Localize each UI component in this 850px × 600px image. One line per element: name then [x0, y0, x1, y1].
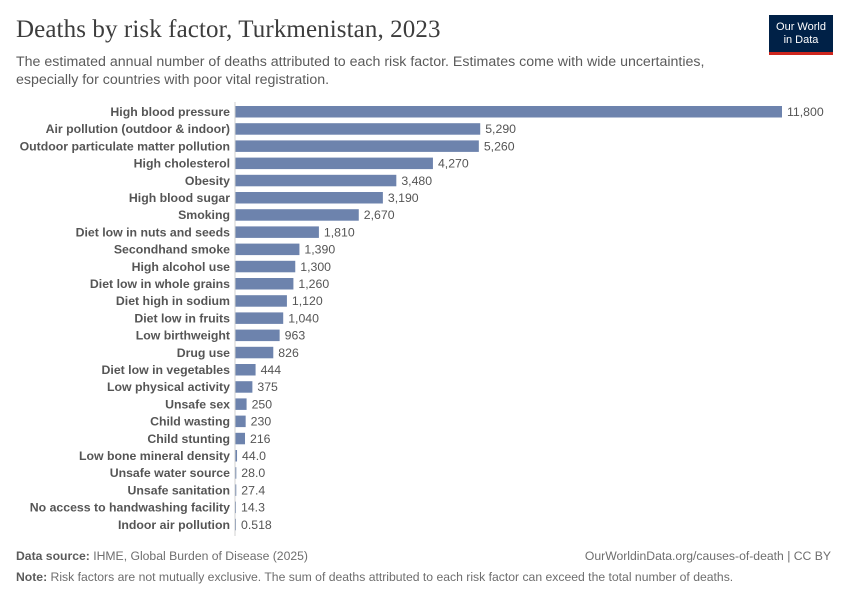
category-label: Diet high in sodium	[116, 294, 230, 308]
category-label: Secondhand smoke	[114, 243, 230, 257]
category-label: Obesity	[185, 174, 230, 188]
value-label: 44.0	[242, 449, 266, 463]
value-label: 1,260	[298, 277, 329, 291]
bar-smoking[interactable]	[235, 209, 359, 221]
value-label: 0.518	[241, 518, 272, 532]
logo-line-2: in Data	[783, 33, 819, 46]
chart-title: Deaths by risk factor, Turkmenistan, 202…	[16, 16, 441, 43]
bar-high-blood-sugar[interactable]	[235, 192, 383, 204]
bar-obesity[interactable]	[235, 174, 397, 187]
category-label: Low bone mineral density	[79, 449, 230, 463]
value-label: 3,480	[401, 174, 432, 188]
category-label: Diet low in whole grains	[90, 277, 230, 291]
bar-low-physical-activity[interactable]	[235, 381, 253, 393]
bar-secondhand-smoke[interactable]	[235, 243, 300, 256]
value-label: 27.4	[241, 483, 265, 497]
source-label: Data source:	[16, 549, 90, 563]
bar-high-blood-pressure[interactable]	[235, 106, 782, 118]
bar-diet-high-in-sodium[interactable]	[235, 295, 287, 307]
category-label: High cholesterol	[134, 157, 230, 171]
category-label: Child stunting	[147, 432, 230, 446]
category-label: Outdoor particulate matter pollution	[20, 139, 230, 153]
bar-diet-low-in-nuts-and-seeds[interactable]	[235, 226, 319, 238]
value-label: 963	[285, 329, 306, 343]
owid-logo[interactable]: Our World in Data	[769, 15, 833, 55]
value-label: 14.3	[241, 501, 265, 515]
value-label: 5,260	[484, 139, 515, 153]
bar-high-alcohol-use[interactable]	[235, 260, 296, 273]
value-label: 3,190	[388, 191, 419, 205]
value-label: 1,390	[304, 243, 335, 257]
value-label: 1,300	[300, 260, 331, 274]
bar-diet-low-in-whole-grains[interactable]	[235, 278, 294, 290]
value-label: 1,120	[292, 294, 323, 308]
category-label: Unsafe sex	[165, 397, 230, 411]
category-label: Diet low in nuts and seeds	[76, 225, 231, 239]
bar-child-stunting[interactable]	[235, 432, 246, 445]
bar-low-bone-mineral-density[interactable]	[235, 450, 238, 462]
category-label: Diet low in fruits	[134, 311, 230, 325]
bar-drug-use[interactable]	[235, 346, 274, 359]
category-label: Low physical activity	[107, 380, 230, 394]
chart-subtitle: The estimated annual number of deaths at…	[16, 54, 705, 88]
bar-unsafe-sanitation[interactable]	[235, 484, 237, 496]
bar-air-pollution-outdoor-indoor[interactable]	[235, 123, 481, 135]
category-label: Child wasting	[150, 415, 230, 429]
value-label: 216	[250, 432, 271, 446]
value-label: 4,270	[438, 157, 469, 171]
value-label: 826	[278, 346, 299, 360]
value-label: 28.0	[241, 466, 265, 480]
note-text: Risk factors are not mutually exclusive.…	[50, 570, 734, 584]
bar-child-wasting[interactable]	[235, 415, 246, 428]
value-label: 2,670	[364, 208, 395, 222]
category-label: No access to handwashing facility	[30, 501, 230, 515]
category-label: Air pollution (outdoor & indoor)	[46, 122, 230, 136]
category-label: Diet low in vegetables	[102, 363, 231, 377]
category-label: Smoking	[178, 208, 230, 222]
value-label: 230	[251, 415, 272, 429]
source-url[interactable]: OurWorldinData.org/causes-of-death | CC …	[584, 549, 831, 563]
footnote: Note: Risk factors are not mutually excl…	[16, 570, 733, 584]
value-label: 1,810	[324, 225, 355, 239]
value-label: 1,040	[288, 311, 319, 325]
bar-unsafe-water-source[interactable]	[235, 467, 237, 479]
category-label: High blood sugar	[129, 191, 230, 205]
category-label: Drug use	[177, 346, 230, 360]
bar-high-cholesterol[interactable]	[235, 157, 433, 170]
category-label: Unsafe water source	[110, 466, 230, 480]
bar-diet-low-in-vegetables[interactable]	[235, 364, 256, 376]
bar-outdoor-particulate-matter-pollution[interactable]	[235, 140, 479, 152]
data-source: Data source: IHME, Global Burden of Dise…	[16, 549, 308, 563]
source-text[interactable]: IHME, Global Burden of Disease (2025)	[93, 549, 308, 563]
category-label: Low birthweight	[136, 329, 230, 343]
bar-low-birthweight[interactable]	[235, 329, 280, 342]
note-label: Note:	[16, 570, 48, 584]
value-label: 444	[261, 363, 282, 377]
value-label: 375	[257, 380, 278, 394]
category-label: Unsafe sanitation	[128, 483, 231, 497]
bar-unsafe-sex[interactable]	[235, 398, 247, 410]
bar-diet-low-in-fruits[interactable]	[235, 312, 284, 324]
category-label: High blood pressure	[110, 105, 230, 119]
value-label: 11,800	[787, 105, 824, 119]
logo-line-1: Our World	[776, 21, 826, 33]
category-label: Indoor air pollution	[118, 518, 230, 532]
value-label: 250	[252, 397, 273, 411]
category-label: High alcohol use	[132, 260, 231, 274]
value-label: 5,290	[485, 122, 516, 136]
